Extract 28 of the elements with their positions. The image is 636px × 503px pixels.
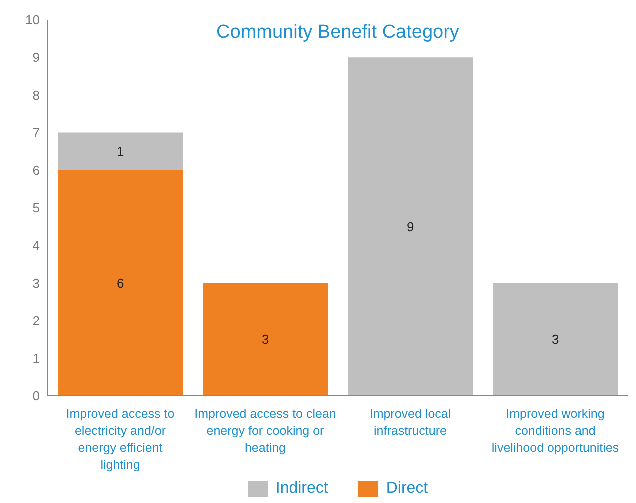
bar bbox=[203, 283, 328, 396]
y-tick-label: 5 bbox=[32, 200, 40, 216]
y-tick-label: 2 bbox=[32, 313, 40, 328]
x-tick-label: Improved access to clean energy for cooking or heating bbox=[194, 407, 336, 455]
bar bbox=[493, 283, 618, 396]
y-tick-label: 7 bbox=[32, 125, 40, 140]
y-tick-label: 0 bbox=[32, 388, 40, 404]
data-label: 3 bbox=[552, 332, 560, 348]
y-tick-label: 3 bbox=[32, 276, 40, 291]
y-tick-label: 8 bbox=[32, 88, 40, 103]
bar bbox=[348, 58, 474, 396]
x-tick-label: Improved access to electricity and/or energy efficient lighting bbox=[66, 407, 175, 472]
data-label: 6 bbox=[117, 276, 124, 291]
data-label: 1 bbox=[117, 144, 124, 160]
y-tick-label: 1 bbox=[32, 351, 40, 366]
y-tick-label: 10 bbox=[26, 12, 40, 28]
chart-title: Community Benefit Category bbox=[216, 22, 460, 44]
x-tick-label: Improved local infrastructure bbox=[370, 407, 452, 438]
data-label: 3 bbox=[262, 332, 270, 348]
legend-label: Indirect bbox=[276, 480, 328, 498]
y-tick-label: 9 bbox=[32, 50, 40, 66]
x-tick-label: Improved working conditions and livelihood opportunities bbox=[492, 407, 620, 455]
y-tick-label: 4 bbox=[32, 238, 40, 254]
bar bbox=[58, 132, 184, 170]
y-tick-label: 6 bbox=[32, 163, 40, 178]
data-label: 9 bbox=[407, 219, 414, 234]
legend-label: Direct bbox=[386, 480, 428, 498]
bar bbox=[58, 170, 184, 396]
